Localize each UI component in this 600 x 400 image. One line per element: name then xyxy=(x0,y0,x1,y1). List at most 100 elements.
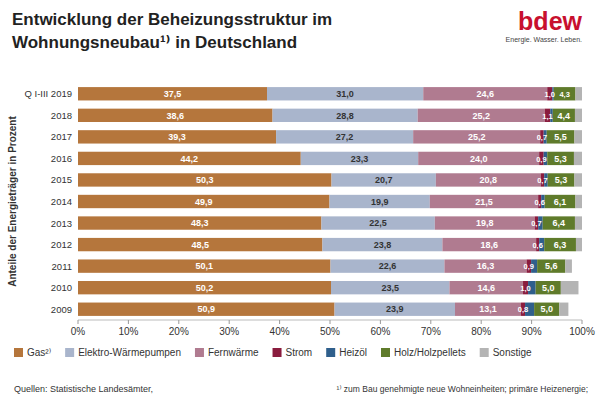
x-tick-label: 70% xyxy=(421,326,441,337)
bar-segment xyxy=(553,109,575,122)
data-label: 1,0 xyxy=(545,90,555,99)
data-label: 0,7 xyxy=(531,219,541,228)
x-tick-label: 10% xyxy=(118,326,138,337)
bar-segment xyxy=(554,87,576,100)
bar-segment xyxy=(455,303,521,316)
data-label: 37,5 xyxy=(164,89,182,99)
data-label: 20,8 xyxy=(479,175,497,185)
logo: bdew xyxy=(518,7,582,35)
logo-tagline: Energie. Wasser. Leben. xyxy=(506,36,582,44)
data-label: 0,9 xyxy=(524,262,534,271)
bar-segment xyxy=(267,87,423,100)
legend-label: Strom xyxy=(286,347,313,358)
bar-segment xyxy=(78,259,331,272)
data-label: 19,8 xyxy=(476,218,494,228)
sources: Quellen: Statistische Landesämter, xyxy=(14,384,153,394)
bar-segment xyxy=(78,152,301,165)
bar-segment xyxy=(544,238,576,251)
footnote: ¹⁾ zum Bau genehmigte neue Wohneinheiten… xyxy=(337,384,588,394)
data-label: 4,3 xyxy=(559,90,569,99)
bar-segment xyxy=(78,195,329,208)
bar-segment xyxy=(547,130,575,143)
bar-segment xyxy=(436,173,541,186)
data-label: 50,3 xyxy=(196,175,214,185)
x-tick-label: 0% xyxy=(71,326,86,337)
data-label: 20,7 xyxy=(375,175,393,185)
bar-segment xyxy=(547,152,574,165)
data-label: 6,1 xyxy=(554,197,567,207)
category-label: 2015 xyxy=(51,174,72,185)
bar-segment xyxy=(413,130,540,143)
category-label: 2012 xyxy=(51,239,72,250)
bar-segment xyxy=(536,281,561,294)
legend-swatch xyxy=(65,348,74,357)
x-tick xyxy=(531,320,532,324)
bar-segment xyxy=(78,173,332,186)
bar-segment xyxy=(418,152,539,165)
data-label: 4,4 xyxy=(558,111,571,121)
data-label: 24,0 xyxy=(470,154,488,164)
data-labels: 37,531,024,61,04,338,628,825,21,14,439,3… xyxy=(164,89,570,314)
bar-segment xyxy=(534,303,559,316)
data-label: 0,8 xyxy=(518,305,528,314)
bars xyxy=(78,87,582,316)
bar-segment xyxy=(442,238,536,251)
bar-segment xyxy=(543,216,575,229)
x-tick-label: 60% xyxy=(370,326,390,337)
data-label: 0,7 xyxy=(537,133,547,142)
x-tick xyxy=(279,320,280,324)
data-label: 6,3 xyxy=(554,240,567,250)
legend-label: Sonstige xyxy=(493,347,532,358)
data-label: 5,6 xyxy=(545,261,558,271)
bar-segment xyxy=(331,281,449,294)
legend: Gas²⁾Elektro-WärmepumpenFernwärmeStromHe… xyxy=(14,347,532,358)
category-label: 2014 xyxy=(51,196,72,207)
data-label: 28,8 xyxy=(336,111,354,121)
bar-segment xyxy=(565,259,572,272)
data-label: 24,6 xyxy=(476,89,494,99)
x-tick-label: 100% xyxy=(569,326,595,337)
x-tick-label: 80% xyxy=(471,326,491,337)
data-label: 23,8 xyxy=(374,240,392,250)
bar-segment xyxy=(418,109,545,122)
category-label: 2016 xyxy=(51,153,72,164)
data-label: 5,3 xyxy=(555,175,568,185)
x-tick xyxy=(128,320,129,324)
data-label: 23,5 xyxy=(381,283,399,293)
legend-swatch xyxy=(14,348,23,357)
bar-segment xyxy=(332,173,436,186)
bar-segment xyxy=(559,303,568,316)
legend-swatch xyxy=(195,348,204,357)
bar-segment xyxy=(78,303,335,316)
legend-swatch xyxy=(381,348,390,357)
data-label: 31,0 xyxy=(336,89,354,99)
x-tick xyxy=(380,320,381,324)
bar-segment xyxy=(575,216,582,229)
bar-segment xyxy=(537,259,565,272)
x-tick xyxy=(430,320,431,324)
data-label: 50,1 xyxy=(195,261,213,271)
bar-segment xyxy=(575,87,582,100)
bar-segment xyxy=(321,216,434,229)
bar-segment xyxy=(331,259,445,272)
data-label: 5,5 xyxy=(554,132,567,142)
x-tick xyxy=(78,320,79,324)
legend-label: Holz/Holzpellets xyxy=(394,347,466,358)
x-tick-label: 40% xyxy=(270,326,290,337)
bar-segment xyxy=(78,87,267,100)
chart: bdewEnergie. Wasser. Leben.0%10%20%30%40… xyxy=(0,0,600,400)
data-label: 50,2 xyxy=(196,283,214,293)
y-axis-label: Anteile der Energieträger in Prozent xyxy=(7,116,18,287)
legend-label: Gas²⁾ xyxy=(27,347,51,358)
bar-segment xyxy=(575,195,582,208)
category-label: 2018 xyxy=(51,110,72,121)
bar-segment xyxy=(335,303,455,316)
bar-segment xyxy=(423,87,547,100)
legend-swatch xyxy=(326,348,335,357)
data-label: 1,0 xyxy=(520,284,530,293)
bar-segment xyxy=(430,195,538,208)
x-tick xyxy=(178,320,179,324)
bar-segment xyxy=(322,238,442,251)
data-label: 49,9 xyxy=(195,197,213,207)
data-label: 22,5 xyxy=(369,218,387,228)
